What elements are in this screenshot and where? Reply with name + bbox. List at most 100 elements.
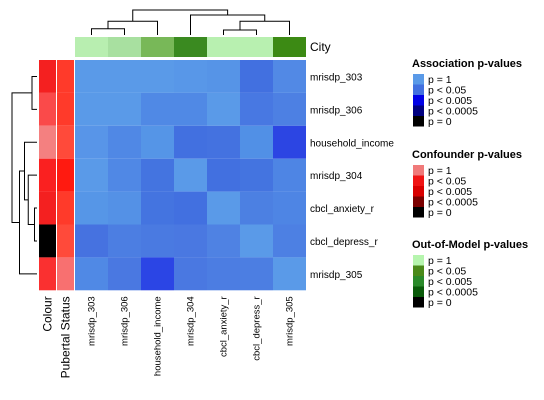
row-annotation-cell	[57, 125, 74, 159]
heatmap-cell	[108, 92, 141, 126]
row-annotation-cell	[39, 257, 56, 291]
legend-item-label: p = 1	[428, 74, 452, 86]
legend-item-label: p < 0.0005	[428, 106, 478, 118]
heatmap-cell	[108, 60, 141, 93]
row-annotation-cell	[39, 158, 56, 192]
heatmap-cell	[273, 158, 306, 192]
heatmap-cell	[174, 191, 207, 225]
row-annotation-label: Colour	[41, 296, 55, 331]
heatmap-cell	[108, 125, 141, 159]
heatmap-cell	[174, 60, 207, 93]
column-label: cbcl_anxiety_r	[219, 296, 230, 357]
row-label: household_income	[310, 138, 394, 149]
legend-item-label: p < 0.05	[428, 176, 466, 188]
heatmap-cell	[174, 158, 207, 192]
row-annotation-cell	[39, 92, 56, 126]
heatmap-cell	[240, 125, 273, 159]
heatmap-cell	[207, 191, 240, 225]
row-label: mrisdp_304	[310, 171, 363, 182]
row-annotation-label: Pubertal Status	[59, 296, 73, 378]
heatmap-cell	[207, 158, 240, 192]
legend-item-label: p < 0.005	[428, 95, 472, 107]
row-dendrogram	[11, 75, 37, 275]
legend-swatch	[413, 276, 424, 287]
column-dendrogram-branch	[190, 14, 266, 35]
row-annotation-cell	[39, 224, 56, 258]
legend-swatch	[413, 265, 424, 276]
heatmap-cell	[240, 257, 273, 291]
legend-item-label: p < 0.05	[428, 85, 466, 97]
heatmap-cell	[240, 191, 273, 225]
column-labels: mrisdp_303 mrisdp_306 household_income mris…	[87, 296, 296, 376]
row-annotation-labels: Colour Pubertal Status	[41, 296, 73, 378]
legend-item-label: p < 0.0005	[428, 287, 478, 299]
legend-title: Confounder p-values	[412, 149, 522, 161]
column-dendrogram-branch	[91, 28, 125, 35]
heatmap-cell	[174, 125, 207, 159]
heatmap-cell	[240, 92, 273, 126]
legend-item-label: p < 0.0005	[428, 197, 478, 209]
legend-item-label: p = 0	[428, 297, 452, 309]
heatmap-cell	[141, 191, 174, 225]
row-annotation-bars	[39, 60, 74, 291]
heatmap-cell	[273, 125, 306, 159]
heatmap-cell	[141, 60, 174, 93]
city-annotation-cell	[75, 37, 108, 57]
heatmap-cell	[75, 158, 108, 192]
row-label: mrisdp_305	[310, 270, 363, 281]
heatmap-cell	[273, 257, 306, 291]
legend-item-label: p = 0	[428, 207, 452, 219]
row-labels: mrisdp_303 mrisdp_306 household_incomemris…	[310, 72, 394, 280]
legend-swatch	[413, 165, 424, 176]
heatmap-cell	[108, 191, 141, 225]
heatmap-cell	[273, 92, 306, 126]
heatmap-cell	[75, 125, 108, 159]
legend-swatch	[413, 95, 424, 106]
heatmap-cell	[174, 257, 207, 291]
row-annotation-cell	[57, 158, 74, 192]
column-dendrogram-branch	[223, 29, 257, 35]
heatmap-cell	[75, 191, 108, 225]
heatmap-cell	[141, 224, 174, 258]
column-dendrogram	[91, 9, 290, 35]
row-annotation-cell	[39, 191, 56, 225]
legend-title: Association p-values	[412, 58, 522, 70]
heatmap-cells	[75, 60, 306, 291]
row-dendrogram-branch	[24, 141, 37, 201]
legend-swatch	[413, 255, 424, 266]
column-dendrogram-branch	[132, 9, 229, 22]
column-label: household_income	[153, 296, 164, 376]
row-label: mrisdp_306	[310, 105, 363, 116]
heatmap-cell	[240, 224, 273, 258]
legend-swatch	[413, 196, 424, 207]
heatmap-cell	[141, 125, 174, 159]
heatmap-cell	[240, 60, 273, 93]
heatmap-cell	[75, 92, 108, 126]
heatmap-cell	[207, 125, 240, 159]
heatmap-cell	[141, 158, 174, 192]
column-label: cbcl_depress_r	[252, 296, 263, 360]
heatmap-cell	[108, 224, 141, 258]
heatmap-cell	[75, 257, 108, 291]
column-label: mrisdp_305	[285, 296, 296, 346]
column-label: mrisdp_303	[87, 296, 98, 346]
heatmap-cell	[273, 191, 306, 225]
row-annotation-cell	[57, 60, 74, 93]
legend-swatch	[413, 175, 424, 186]
row-annotation-cell	[39, 60, 56, 93]
column-dendrogram-branch	[107, 20, 158, 35]
heatmap-cell	[108, 257, 141, 291]
legend-swatch	[413, 105, 424, 116]
legend-item-label: p < 0.05	[428, 266, 466, 278]
legend-swatch	[413, 74, 424, 85]
legend-swatch	[413, 207, 424, 218]
city-annotation-cell	[108, 37, 141, 57]
legend-swatch	[413, 186, 424, 197]
city-annotation-cell	[141, 37, 174, 57]
legend-swatch	[413, 84, 424, 95]
heatmap-cell	[207, 60, 240, 93]
legend-swatch	[413, 297, 424, 308]
heatmap-cell	[207, 257, 240, 291]
